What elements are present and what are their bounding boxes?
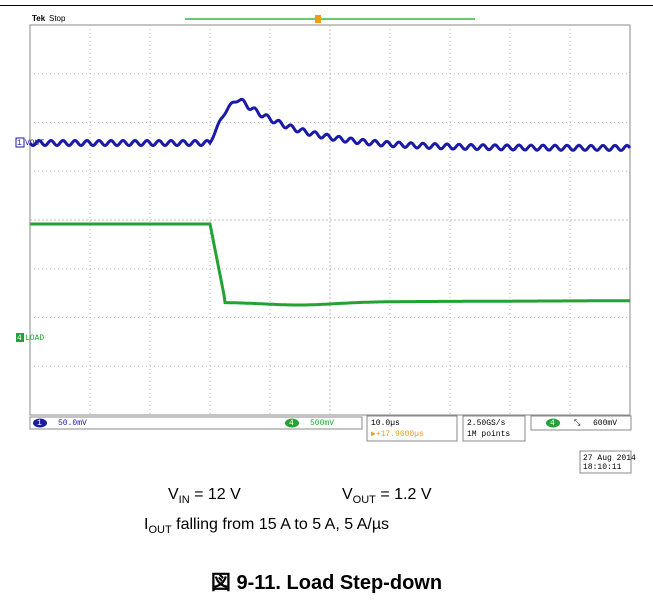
vout-trace (28, 97, 632, 153)
ch-bar (29, 416, 363, 430)
trigger-ch: 4 (550, 419, 555, 428)
ch1-label: VOUT (25, 139, 44, 148)
status: Stop (49, 14, 66, 23)
sb-ch4-num: 4 (289, 419, 294, 428)
acq-box (462, 415, 526, 442)
trigger-slope: ⤡ (574, 419, 581, 428)
timebase: 10.0µs (371, 419, 400, 428)
sb-ch1-num: 1 (37, 419, 42, 428)
trigger-pos: ▶+17.9600µs (371, 430, 424, 439)
record-length: 1M points (467, 430, 510, 439)
trigger-level: 600mV (593, 419, 617, 428)
ch1-badge (15, 137, 25, 148)
ch4-scale: 500mV (310, 419, 334, 428)
vin-caption: VIN = 12 V (168, 486, 241, 506)
vout-caption: VOUT = 1.2 V (342, 486, 432, 506)
ch4-label: LOAD (25, 334, 44, 343)
ch1-num: 1 (17, 139, 22, 148)
ch1-scale: 50.0mV (58, 419, 87, 428)
brand: Tek (32, 14, 46, 23)
scope-screen: Tek Stop 1 VOUT 4 LOAD 1 50.0mV 4 500mV … (0, 5, 653, 474)
trigger-marker (315, 15, 321, 23)
date: 27 Aug 2014 (583, 454, 636, 463)
time-box (579, 450, 632, 474)
load-trace (30, 222, 630, 307)
grid (30, 25, 630, 415)
figure-title: 図 9-11. Load Step-down (210, 572, 443, 594)
trig-dot (546, 418, 560, 428)
timebase-box (366, 415, 458, 442)
ch4-badge (16, 333, 24, 342)
sample-rate: 2.50GS/s (467, 419, 506, 428)
ch4-dot (285, 418, 299, 428)
iout-caption: IOUT falling from 15 A to 5 A, 5 A/µs (144, 516, 390, 536)
time: 18:10:11 (583, 463, 622, 472)
ch1-dot (33, 418, 47, 428)
ch4-num: 4 (17, 334, 22, 343)
